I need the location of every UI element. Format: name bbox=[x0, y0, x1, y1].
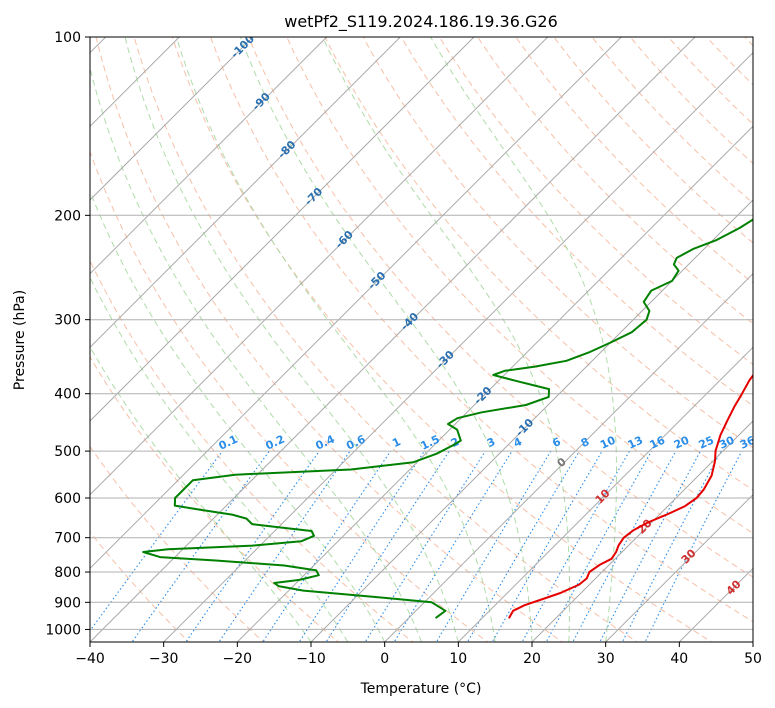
moist-adiabat bbox=[322, 37, 571, 642]
axis-ticks: −40 −30 −20 −10 0 10 20 30 40 50 100 200 300 400 500 60… bbox=[45, 30, 762, 667]
dry-adiabat bbox=[248, 37, 753, 578]
isotherm bbox=[90, 37, 254, 201]
x-tick-label: 10 bbox=[449, 651, 467, 667]
dry-adiabat bbox=[591, 37, 753, 204]
dry-adiabat bbox=[90, 445, 265, 642]
dry-adiabat bbox=[90, 259, 414, 642]
dry-adiabat bbox=[286, 37, 753, 534]
y-tick-label: 600 bbox=[54, 491, 81, 507]
mixing-ratio-line bbox=[298, 450, 425, 642]
dry-adiabat bbox=[171, 37, 713, 642]
mixing-ratio-line bbox=[218, 450, 351, 642]
dry-adiabat bbox=[209, 37, 753, 623]
x-tick-label: −20 bbox=[223, 651, 253, 667]
dry-adiabat bbox=[90, 356, 340, 642]
y-axis-label: Pressure (hPa) bbox=[12, 290, 28, 390]
x-tick-label: 50 bbox=[744, 651, 762, 667]
mixing-ratio-line bbox=[131, 450, 270, 642]
background-lines bbox=[90, 37, 753, 642]
y-tick-label: 900 bbox=[54, 595, 81, 611]
mixing-ratio-label: 10 bbox=[598, 433, 618, 451]
isotherm bbox=[310, 199, 753, 642]
x-tick-label: 0 bbox=[380, 651, 389, 667]
isotherm bbox=[90, 37, 622, 570]
dry-adiabat bbox=[90, 150, 489, 642]
moist-adiabat bbox=[90, 276, 349, 642]
dry-adiabat bbox=[477, 37, 753, 325]
y-tick-label: 700 bbox=[54, 531, 81, 547]
moist-adiabat bbox=[124, 37, 459, 642]
y-tick-label: 1000 bbox=[45, 622, 81, 638]
mixing-ratio-line bbox=[393, 450, 513, 642]
x-tick-label: −30 bbox=[149, 651, 179, 667]
mixing-ratio-label: 36 bbox=[738, 433, 758, 451]
mixing-ratio-label: 25 bbox=[697, 434, 716, 452]
dry-adiabat bbox=[400, 37, 753, 407]
mixing-ratio-line bbox=[466, 450, 580, 642]
mixing-ratio-label: 16 bbox=[648, 433, 668, 451]
mixing-ratio-label: 13 bbox=[626, 434, 645, 452]
isotherm bbox=[163, 51, 753, 642]
dry-adiabat bbox=[95, 37, 564, 642]
mixing-ratio-line bbox=[90, 450, 223, 632]
y-tick-label: 400 bbox=[54, 387, 81, 403]
isotherm bbox=[457, 346, 753, 642]
isotherm bbox=[605, 493, 753, 642]
moist-adiabat bbox=[175, 37, 496, 642]
y-tick-label: 800 bbox=[54, 565, 81, 581]
y-tick-label: 200 bbox=[54, 208, 81, 224]
mixing-ratio-line bbox=[599, 450, 701, 642]
isotherm bbox=[90, 37, 328, 275]
mixing-ratio-line bbox=[185, 450, 320, 642]
mixing-ratio-line bbox=[262, 450, 392, 642]
dry-adiabat bbox=[133, 37, 638, 642]
dewpoint-line bbox=[142, 218, 753, 619]
y-tick-label: 100 bbox=[54, 30, 81, 46]
mixing-ratio-line bbox=[325, 450, 450, 642]
mixing-ratio-label: 20 bbox=[672, 433, 692, 451]
profile-lines bbox=[142, 218, 753, 619]
dry-adiabat bbox=[515, 37, 753, 284]
mixing-ratio-line bbox=[572, 450, 677, 642]
isotherm bbox=[236, 125, 753, 642]
chart-title: wetPf2_S119.2024.186.19.36.G26 bbox=[284, 12, 558, 32]
temperature-line bbox=[508, 373, 753, 619]
y-tick-label: 500 bbox=[54, 444, 81, 460]
mixing-ratio-line bbox=[621, 450, 722, 642]
x-tick-label: −10 bbox=[296, 651, 326, 667]
moist-adiabat bbox=[90, 189, 386, 642]
y-tick-label: 300 bbox=[54, 313, 81, 329]
x-tick-label: 20 bbox=[523, 651, 541, 667]
plot-frame bbox=[89, 36, 754, 643]
x-tick-label: 40 bbox=[670, 651, 688, 667]
isotherm bbox=[384, 272, 753, 642]
dry-adiabat bbox=[362, 37, 753, 449]
x-axis-label: Temperature (°C) bbox=[360, 681, 482, 697]
moist-adiabat bbox=[430, 37, 617, 642]
isotherm bbox=[90, 37, 401, 349]
isotherm bbox=[90, 37, 475, 422]
dry-adiabat bbox=[324, 37, 753, 491]
mixing-ratio-label: 30 bbox=[717, 433, 737, 451]
x-tick-label: 30 bbox=[597, 651, 615, 667]
isotherm bbox=[90, 37, 696, 642]
dry-adiabat bbox=[629, 37, 753, 165]
moist-adiabat bbox=[239, 37, 533, 642]
isotherm bbox=[90, 37, 549, 496]
x-tick-label: −40 bbox=[75, 651, 105, 667]
isotherm bbox=[531, 420, 753, 642]
dry-adiabat bbox=[438, 37, 753, 366]
